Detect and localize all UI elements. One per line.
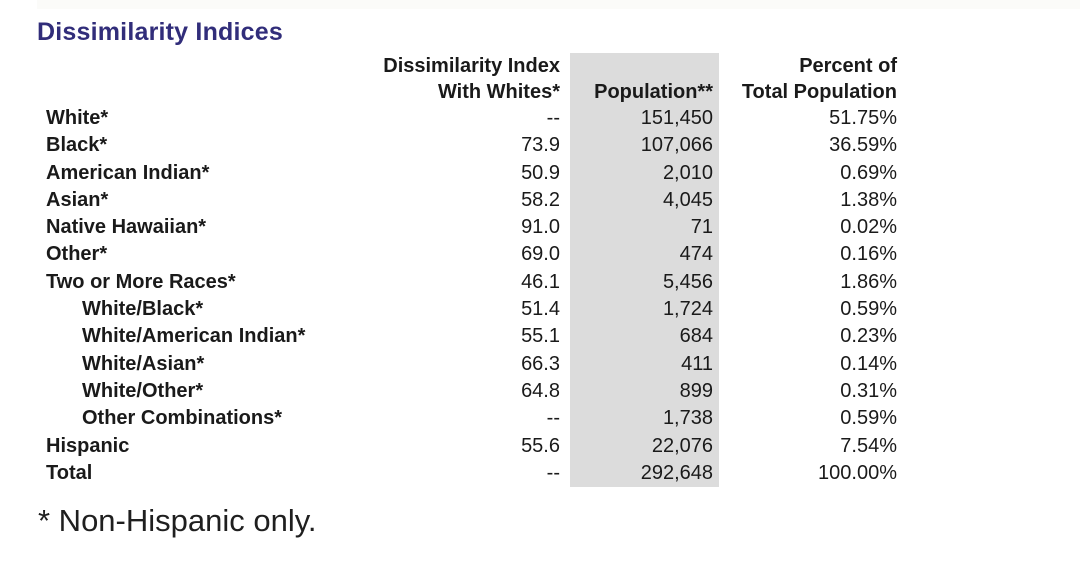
population-value: 5,456 — [570, 268, 719, 297]
table-row: Hispanic 55.6 22,076 7.54% — [37, 432, 897, 460]
population-value: 107,066 — [570, 132, 719, 160]
column-spacer — [560, 405, 570, 432]
dissimilarity-value: 55.1 — [521, 325, 560, 348]
column-spacer — [560, 351, 570, 378]
percent-value: 0.16% — [840, 243, 897, 266]
table-row: Black* 73.9 107,066 36.59% — [37, 132, 897, 160]
dissimilarity-value: 69.0 — [521, 243, 560, 266]
population-value: 4,045 — [570, 186, 719, 215]
percent-value: 100.00% — [818, 461, 897, 484]
dissimilarity-value: 91.0 — [521, 216, 560, 239]
percent-value: 0.59% — [840, 407, 897, 430]
dissimilarity-table: Dissimilarity Index With Whites* Populat… — [37, 53, 897, 488]
column-spacer — [560, 241, 570, 268]
column-header-race — [37, 53, 367, 105]
population-value: 71 — [570, 214, 719, 242]
table-row: White/American Indian* 55.1 684 0.23% — [37, 323, 897, 351]
row-label: White* — [46, 107, 109, 129]
row-label: Other Combinations* — [82, 407, 283, 430]
dissimilarity-value: 58.2 — [521, 188, 560, 211]
percent-value: 0.23% — [840, 325, 897, 348]
table-header: Dissimilarity Index With Whites* Populat… — [37, 53, 897, 105]
column-header-dissimilarity-line1: Dissimilarity Index — [383, 55, 560, 77]
column-spacer — [560, 269, 570, 296]
row-label: Other* — [46, 243, 108, 266]
percent-value: 1.38% — [840, 188, 897, 211]
population-value: 292,648 — [570, 459, 719, 488]
dissimilarity-value: 64.8 — [521, 379, 560, 402]
dissimilarity-value: 55.6 — [521, 434, 560, 457]
population-value: 2,010 — [570, 159, 719, 187]
row-label: White/American Indian* — [82, 325, 306, 348]
column-spacer — [560, 105, 570, 132]
column-header-population: Population** — [570, 53, 719, 105]
table-row: White/Asian* 66.3 411 0.14% — [37, 350, 897, 378]
row-label: Asian* — [46, 188, 109, 211]
percent-value: 36.59% — [829, 134, 897, 157]
column-spacer — [560, 187, 570, 214]
table-row: White/Black* 51.4 1,724 0.59% — [37, 296, 897, 324]
population-value: 1,738 — [570, 405, 719, 433]
row-label: Black* — [46, 134, 108, 157]
row-label: Native Hawaiian* — [46, 216, 207, 239]
dissimilarity-value: -- — [546, 407, 560, 430]
column-spacer — [560, 214, 570, 241]
dissimilarity-value: 50.9 — [521, 161, 560, 184]
column-spacer — [560, 460, 570, 487]
population-value: 22,076 — [570, 432, 719, 460]
column-spacer — [560, 323, 570, 350]
dissimilarity-value: 73.9 — [521, 134, 560, 157]
row-label: White/Other* — [82, 379, 204, 402]
percent-value: 1.86% — [840, 270, 897, 293]
column-header-dissimilarity-line2: With Whites* — [437, 81, 560, 103]
table-row: Native Hawaiian* 91.0 71 0.02% — [37, 214, 897, 242]
table-row: White/Other* 64.8 899 0.31% — [37, 377, 897, 406]
table-row: Two or More Races* 46.1 5,456 1.86% — [37, 268, 897, 297]
window-top-strip — [37, 0, 1080, 9]
row-label: Two or More Races* — [46, 270, 236, 293]
dissimilarity-value: 51.4 — [521, 298, 560, 321]
column-header-percent-line1: Percent of — [799, 55, 897, 77]
column-header-percent-line2: Total Population — [741, 81, 897, 103]
row-label: Total — [46, 461, 93, 484]
percent-value: 0.59% — [840, 298, 897, 321]
table-row: White* -- 151,450 51.75% — [37, 105, 897, 133]
dissimilarity-value: 66.3 — [521, 352, 560, 375]
column-spacer — [560, 433, 570, 460]
percent-value: 0.31% — [840, 379, 897, 402]
population-value: 684 — [570, 323, 719, 351]
column-header-dissimilarity: Dissimilarity Index With Whites* — [367, 53, 560, 105]
percent-value: 51.75% — [829, 107, 897, 129]
population-value: 474 — [570, 241, 719, 269]
population-value: 899 — [570, 377, 719, 406]
population-value: 151,450 — [570, 105, 719, 133]
table-row: Other Combinations* -- 1,738 0.59% — [37, 405, 897, 433]
column-header-percent: Percent of Total Population — [719, 53, 897, 105]
dissimilarity-value: 46.1 — [521, 270, 560, 293]
percent-value: 0.69% — [840, 161, 897, 184]
column-spacer — [560, 378, 570, 405]
table-body: White* -- 151,450 51.75% Black* 73.9 107,066 36… — [37, 105, 897, 488]
column-spacer — [560, 53, 570, 105]
table-row: Total -- 292,648 100.00% — [37, 459, 897, 488]
row-label: American Indian* — [46, 161, 210, 184]
percent-value: 0.02% — [840, 216, 897, 239]
column-spacer — [560, 160, 570, 187]
dissimilarity-value: -- — [546, 461, 560, 484]
footnote: * Non-Hispanic only. — [38, 503, 317, 538]
column-spacer — [560, 132, 570, 159]
column-spacer — [560, 296, 570, 323]
row-label: White/Black* — [82, 298, 204, 321]
page-title: Dissimilarity Indices — [37, 18, 283, 46]
row-label: White/Asian* — [82, 352, 205, 375]
row-label: Hispanic — [46, 434, 130, 457]
percent-value: 0.14% — [840, 352, 897, 375]
percent-value: 7.54% — [840, 434, 897, 457]
table-row: Asian* 58.2 4,045 1.38% — [37, 186, 897, 215]
population-value: 1,724 — [570, 296, 719, 324]
table-row: Other* 69.0 474 0.16% — [37, 241, 897, 269]
population-value: 411 — [570, 350, 719, 378]
table-row: American Indian* 50.9 2,010 0.69% — [37, 159, 897, 187]
dissimilarity-value: -- — [546, 107, 560, 129]
